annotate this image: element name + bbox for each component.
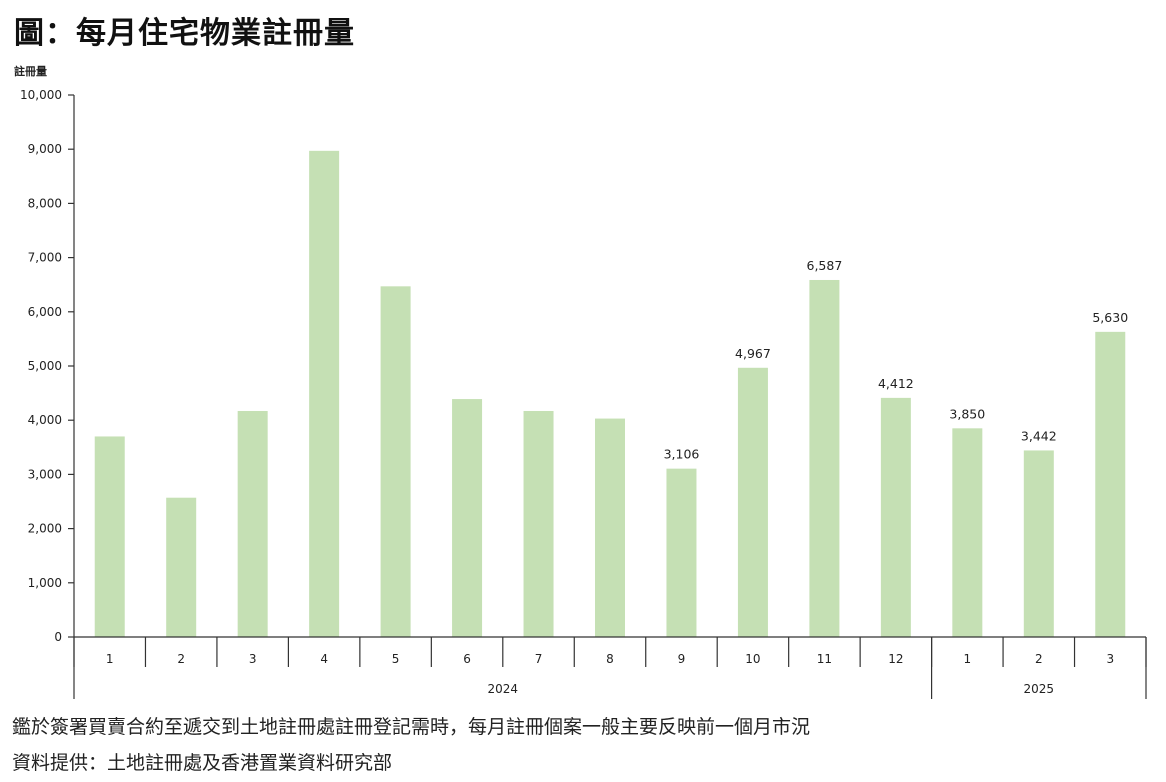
x-tick-label: 7 <box>535 652 543 666</box>
bar <box>666 468 697 637</box>
bar <box>237 410 268 637</box>
bar <box>523 410 554 637</box>
data-label: 3,442 <box>1021 428 1057 443</box>
data-label: 6,587 <box>807 258 843 273</box>
x-tick-label: 1 <box>964 652 972 666</box>
y-tick-label: 8,000 <box>28 196 62 210</box>
x-tick-label: 4 <box>320 652 328 666</box>
x-group-label: 2024 <box>488 682 519 696</box>
bar <box>880 397 911 637</box>
data-label: 5,630 <box>1092 310 1128 325</box>
data-label: 3,850 <box>949 406 985 421</box>
x-tick-label: 5 <box>392 652 400 666</box>
y-tick-label: 3,000 <box>28 467 62 481</box>
x-tick-label: 11 <box>817 652 832 666</box>
bar <box>94 436 125 637</box>
bar <box>1095 331 1126 637</box>
footnote: 鑑於簽署買賣合約至遞交到土地註冊處註冊登記需時，每月註冊個案一般主要反映前一個月… <box>12 716 811 738</box>
x-tick-label: 1 <box>106 652 114 666</box>
y-tick-label: 2,000 <box>28 522 62 536</box>
chart-area: 註冊量 0 1,000 2,000 3,000 4,000 5,000 6,000 7,000 8… <box>14 64 1147 699</box>
bar <box>1023 450 1054 637</box>
x-tick-label: 2 <box>177 652 185 666</box>
bar <box>380 286 411 637</box>
y-axis-label: 註冊量 <box>14 64 47 78</box>
y-tick-label: 9,000 <box>28 142 62 156</box>
data-label: 4,412 <box>878 376 914 391</box>
chart-title: 圖：每月住宅物業註冊量 <box>14 16 355 51</box>
bar <box>309 150 340 638</box>
x-tick-label: 6 <box>463 652 471 666</box>
x-tick-label: 8 <box>606 652 614 666</box>
bar-chart: 註冊量 0 1,000 2,000 3,000 4,000 5,000 6,000 7,000 8… <box>14 64 1147 699</box>
data-label: 3,106 <box>664 447 700 462</box>
source-note: 資料提供：土地註冊處及香港置業資料研究部 <box>12 752 393 774</box>
y-tick-label: 5,000 <box>28 359 62 373</box>
y-tick-label: 4,000 <box>28 413 62 427</box>
y-tick-label: 7,000 <box>28 251 62 265</box>
bar <box>737 367 768 637</box>
x-tick-label: 3 <box>1106 652 1114 666</box>
x-tick-label: 10 <box>745 652 760 666</box>
x-tick-label: 3 <box>249 652 257 666</box>
bar <box>809 279 840 637</box>
bar <box>595 418 625 637</box>
y-tick-label: 0 <box>54 630 62 644</box>
bar <box>166 497 197 637</box>
x-tick-label: 2 <box>1035 652 1043 666</box>
bar <box>952 428 983 637</box>
x-tick-label: 12 <box>888 652 903 666</box>
x-tick-label: 9 <box>678 652 686 666</box>
y-tick-label: 1,000 <box>28 576 62 590</box>
x-group-label: 2025 <box>1024 682 1055 696</box>
y-tick-label: 6,000 <box>28 305 62 319</box>
y-tick-label: 10,000 <box>20 88 62 102</box>
bar <box>452 399 483 637</box>
data-label: 4,967 <box>735 346 771 361</box>
